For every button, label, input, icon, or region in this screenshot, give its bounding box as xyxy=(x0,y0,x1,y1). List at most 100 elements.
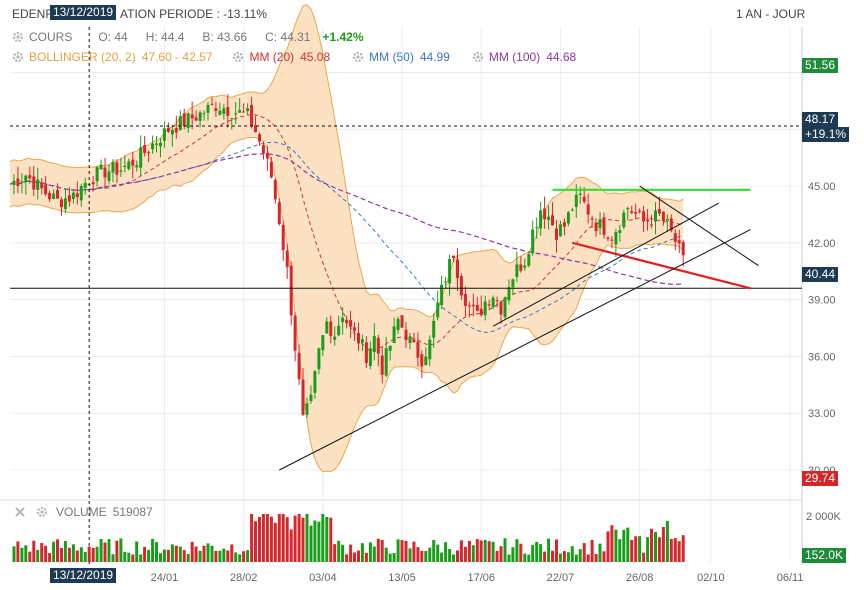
candle-body xyxy=(341,317,345,323)
candle-body xyxy=(325,321,329,334)
candle-body xyxy=(372,336,376,353)
volume-last-tag: 152.0K xyxy=(802,548,847,563)
volume-bar xyxy=(463,546,467,562)
volume-bar xyxy=(182,550,186,562)
candle-body xyxy=(210,103,214,105)
volume-bar xyxy=(52,541,56,562)
candle-body xyxy=(95,167,99,182)
candle-body xyxy=(162,128,166,141)
bollinger-band xyxy=(10,4,684,472)
top-price-tag: 51.56 xyxy=(802,58,839,73)
volume-value: 519087 xyxy=(112,505,153,519)
candle-body xyxy=(392,326,396,343)
legend-indicators: BOLLINGER (20, 2) 47.60 - 42.57 MM (20) … xyxy=(12,50,576,64)
volume-bar xyxy=(28,551,32,562)
volume-bar xyxy=(293,515,297,562)
candle-body xyxy=(131,159,135,166)
candle-body xyxy=(254,125,257,133)
candle-body xyxy=(527,254,531,266)
volume-bar xyxy=(32,540,36,562)
volume-bar xyxy=(503,538,507,562)
volume-bar xyxy=(590,539,594,562)
candle-body xyxy=(408,336,412,343)
candle-body xyxy=(440,284,444,305)
gear-icon[interactable] xyxy=(12,51,24,63)
candle-body xyxy=(495,300,499,302)
candle-body xyxy=(12,180,16,185)
low-price-tag: 29.74 xyxy=(802,471,839,486)
candle-body xyxy=(657,209,661,214)
volume-bar xyxy=(555,539,558,562)
gear-icon[interactable] xyxy=(36,506,48,518)
candle-body xyxy=(384,348,388,376)
candle-body xyxy=(139,147,143,168)
y-tick-label: 45.00 xyxy=(808,181,836,193)
volume-bar xyxy=(289,529,293,562)
candle-body xyxy=(463,293,467,306)
volume-bar xyxy=(250,514,254,562)
trendlines xyxy=(10,27,802,565)
mm100-value: 44.68 xyxy=(546,50,577,64)
volume-bar xyxy=(174,545,178,562)
volume-bar xyxy=(626,527,630,562)
volume-bar xyxy=(36,549,40,562)
candle-body xyxy=(677,240,681,244)
volume-bar xyxy=(459,540,463,562)
volume-bar xyxy=(654,532,657,562)
candle-body xyxy=(380,355,384,375)
volume-bar xyxy=(444,542,448,562)
volume-bar xyxy=(491,541,495,562)
volume-bar xyxy=(95,546,99,562)
volume-bar xyxy=(360,543,364,562)
volume-bar xyxy=(368,542,372,562)
candle-body xyxy=(650,224,653,226)
candle-body xyxy=(206,105,210,113)
candle-body xyxy=(329,321,333,337)
candle-body xyxy=(364,342,368,363)
volume-bar xyxy=(20,547,24,562)
volume-bar xyxy=(566,552,570,562)
volume-bar xyxy=(12,546,16,562)
candle-body xyxy=(337,325,341,336)
candle-body xyxy=(317,348,321,370)
x-tick-label: 06/11 xyxy=(777,572,804,584)
candle-body xyxy=(79,186,83,201)
volume-bar xyxy=(333,544,337,562)
candle-body xyxy=(404,329,408,341)
volume-bar xyxy=(630,539,634,562)
volume-bar xyxy=(527,554,531,562)
candle-body xyxy=(305,403,309,415)
candle-body xyxy=(71,192,75,199)
candle-body xyxy=(368,348,372,366)
candle-body xyxy=(412,339,416,343)
candle-body xyxy=(16,178,20,186)
candle-body xyxy=(646,219,650,222)
volume-bar xyxy=(119,538,123,562)
candle-body xyxy=(535,227,539,229)
volume-bar xyxy=(467,541,471,562)
gear-icon[interactable] xyxy=(352,51,364,63)
gear-icon[interactable] xyxy=(12,31,24,43)
volume-bar xyxy=(194,546,198,562)
candle-body xyxy=(75,193,79,198)
close-icon[interactable] xyxy=(14,506,26,518)
timeframe-selector[interactable]: 1 AN - JOUR xyxy=(736,7,806,21)
volume-bar xyxy=(440,552,444,562)
volume-bar xyxy=(372,546,376,562)
candle-body xyxy=(523,265,527,268)
volume-bar xyxy=(661,527,665,562)
candle-body xyxy=(155,143,158,145)
cursor-price-tag: 48.17 xyxy=(802,112,839,127)
candle-body xyxy=(353,327,356,331)
x-tick-label: 22/07 xyxy=(547,572,575,584)
volume-tick-label: 2 000K xyxy=(806,511,842,523)
candle-body xyxy=(273,180,277,200)
volume-bar xyxy=(400,540,404,562)
gear-icon[interactable] xyxy=(232,51,244,63)
candle-body xyxy=(360,339,364,343)
gear-icon[interactable] xyxy=(472,51,484,63)
change-value: +1.42% xyxy=(322,30,364,44)
mm50-value: 44.99 xyxy=(419,50,450,64)
candle-body xyxy=(574,194,578,207)
